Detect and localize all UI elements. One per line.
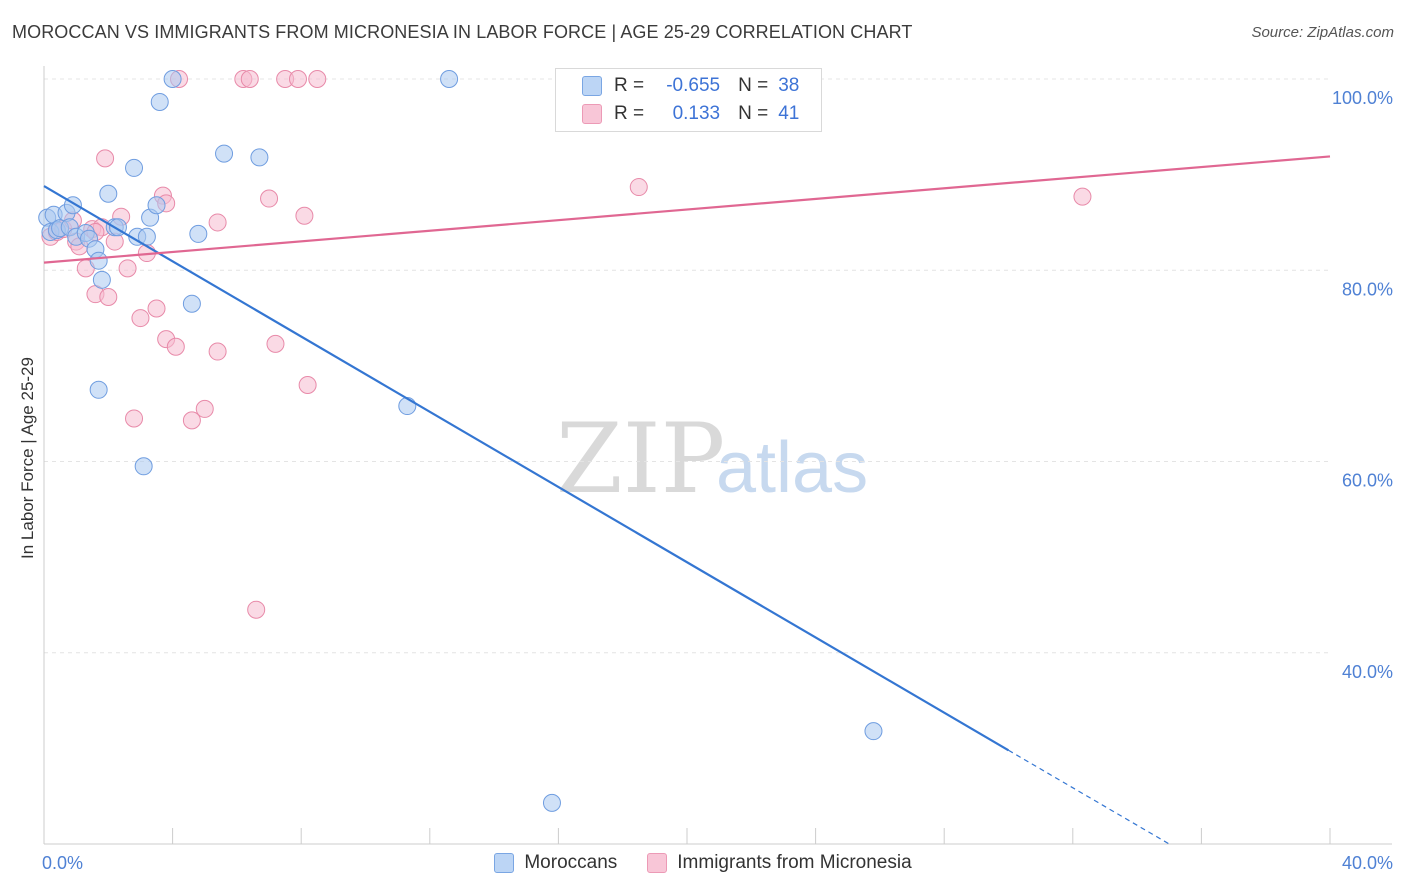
data-point [147,196,166,215]
data-point [118,259,137,278]
legend-n-value: 38 [778,75,800,96]
data-point [629,178,648,197]
y-tick-label: 60.0% [1342,471,1393,491]
legend-label-moroccans: Moroccans [524,852,618,873]
axes [43,66,1392,845]
data-point [398,397,417,416]
data-point [166,337,185,356]
legend-item-moroccans: Moroccans [494,852,617,874]
data-point [440,70,459,88]
trendline-moroccans-extension [1008,749,1170,845]
trendline-moroccans [43,185,1010,752]
data-point [215,144,234,163]
data-point [1073,187,1092,206]
data-point [147,299,166,318]
trendlines [43,155,1331,845]
series-micronesia-points [41,70,1092,619]
data-point [150,92,169,111]
tick-labels: 40.0% 60.0% 80.0% 100.0% 0.0% 40.0% [42,88,1393,873]
data-point [195,399,214,418]
legend-r-label: R = [614,103,645,124]
data-point [89,251,108,270]
series-legend: Moroccans Immigrants from Micronesia [0,852,1406,874]
chart-title: MOROCCAN VS IMMIGRANTS FROM MICRONESIA I… [12,22,913,42]
data-point [134,457,153,476]
legend-n-label: N = [738,75,769,96]
legend-item-micronesia: Immigrants from Micronesia [647,852,912,874]
data-point [266,334,285,353]
legend-r-value: -0.655 [666,75,721,96]
legend-swatch-pink [647,853,668,873]
data-point [125,409,144,428]
data-point [96,149,115,168]
watermark: ZIP atlas [556,403,868,515]
data-point [288,70,307,88]
data-point [131,309,150,328]
legend-swatch-pink [582,104,602,124]
data-point [298,376,317,394]
watermark-atlas: atlas [716,428,868,508]
data-point [864,722,883,741]
data-point [308,70,327,88]
data-point [163,70,182,88]
data-point [260,189,279,208]
legend-n-value: 41 [778,103,800,124]
legend-label-micronesia: Immigrants from Micronesia [677,852,912,873]
source-label: Source: ZipAtlas.com [1251,24,1394,41]
y-tick-label: 40.0% [1342,662,1393,682]
data-point [189,224,208,243]
data-point [250,148,269,167]
data-point [542,793,561,812]
x-tick-label: 40.0% [1342,853,1393,873]
legend-r-value: 0.133 [672,103,721,124]
data-point [99,288,118,307]
data-point [247,600,266,619]
data-point [295,206,314,225]
data-point [125,158,144,177]
data-point [92,270,111,289]
stats-legend: R = -0.655 N = 38 R = 0.133 N = 41 [555,68,822,132]
legend-row-micronesia: R = 0.133 N = 41 [582,102,799,126]
grid-lines [44,78,1330,654]
trendline-micronesia [43,155,1331,264]
watermark-zip: ZIP [556,403,725,515]
data-point [208,213,227,232]
legend-r-label: R = [614,75,645,96]
y-tick-label: 80.0% [1342,279,1393,299]
legend-swatch-blue [494,853,515,873]
data-point [99,184,118,203]
legend-n-label: N = [738,103,769,124]
data-point [89,380,108,399]
legend-row-moroccans: R = -0.655 N = 38 [582,74,799,98]
data-point [240,70,259,88]
legend-swatch-blue [582,76,602,96]
data-point [182,294,201,313]
y-tick-label: 100.0% [1332,88,1393,108]
data-point [182,411,201,430]
x-tick-label: 0.0% [42,853,83,873]
data-point [208,342,227,361]
